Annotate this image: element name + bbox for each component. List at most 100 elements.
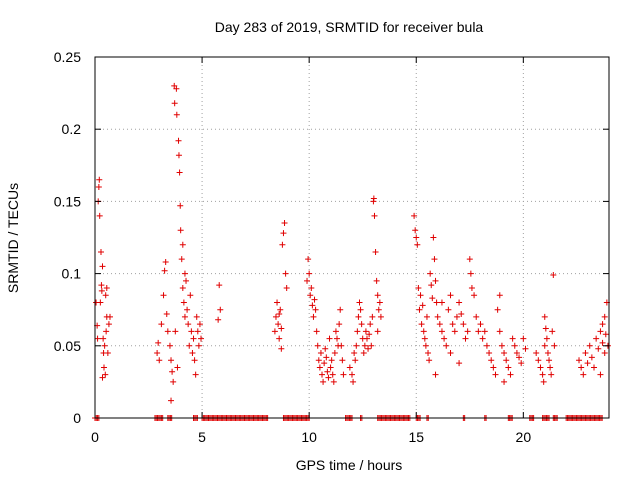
data-point	[505, 364, 512, 371]
data-point	[595, 345, 602, 352]
data-point	[180, 299, 187, 306]
data-point	[191, 357, 198, 364]
data-point	[217, 306, 224, 313]
data-point	[460, 321, 467, 328]
data-point	[215, 316, 222, 323]
data-point	[492, 371, 499, 378]
data-point	[522, 345, 529, 352]
data-point	[586, 342, 593, 349]
data-point	[193, 313, 200, 320]
data-point	[551, 342, 558, 349]
data-point	[431, 256, 438, 263]
data-point	[194, 328, 201, 335]
data-point	[371, 212, 378, 219]
data-point	[418, 321, 425, 328]
data-point	[173, 111, 180, 118]
data-point	[317, 350, 324, 357]
data-point	[189, 350, 196, 357]
data-point	[282, 270, 289, 277]
data-point	[304, 277, 311, 284]
data-point	[276, 335, 283, 342]
grid-lines	[95, 57, 609, 418]
data-point	[351, 350, 358, 357]
data-point	[307, 292, 314, 299]
data-point	[322, 345, 329, 352]
data-point	[181, 313, 188, 320]
data-point	[314, 342, 321, 349]
data-point	[175, 137, 182, 144]
y-tick-label: 0	[73, 410, 81, 426]
data-point	[433, 299, 440, 306]
data-point	[357, 306, 364, 313]
data-point	[421, 335, 428, 342]
data-point	[443, 342, 450, 349]
data-point	[184, 306, 191, 313]
data-point	[490, 364, 497, 371]
data-point	[331, 350, 338, 357]
data-point	[332, 328, 339, 335]
data-point	[599, 339, 606, 346]
data-point	[365, 345, 372, 352]
data-point	[337, 306, 344, 313]
data-point	[172, 328, 179, 335]
data-point	[542, 325, 549, 332]
data-point	[438, 328, 445, 335]
data-point	[178, 256, 185, 263]
data-point	[475, 328, 482, 335]
data-point	[192, 371, 199, 378]
data-point	[547, 364, 554, 371]
data-point	[279, 241, 286, 248]
data-point	[170, 378, 177, 385]
y-tick-label: 0.2	[62, 121, 82, 137]
data-point	[374, 328, 381, 335]
data-point	[106, 313, 113, 320]
axis-ticks	[94, 56, 609, 419]
data-point	[544, 350, 551, 357]
data-point	[324, 368, 331, 375]
data-point	[430, 234, 437, 241]
data-point	[441, 335, 448, 342]
data-point	[375, 306, 382, 313]
data-point	[366, 331, 373, 338]
data-point	[445, 306, 452, 313]
data-point	[187, 292, 194, 299]
data-point	[274, 299, 281, 306]
data-point	[190, 335, 197, 342]
data-point	[496, 328, 503, 335]
data-point	[453, 313, 460, 320]
data-marks	[92, 82, 611, 421]
data-point	[576, 357, 583, 364]
data-point	[100, 335, 107, 342]
data-point	[173, 85, 180, 92]
data-point	[413, 234, 420, 241]
data-point	[179, 241, 186, 248]
data-point	[479, 335, 486, 342]
data-point	[494, 306, 501, 313]
data-point	[481, 328, 488, 335]
data-point	[275, 321, 282, 328]
data-point	[280, 230, 287, 237]
data-point	[326, 335, 333, 342]
axis-tick-labels: 0 0.05 0.1 0.15 0.2 0.25 0 5 10 15 20	[54, 49, 532, 445]
data-point	[99, 263, 106, 270]
data-point	[325, 374, 332, 381]
data-point	[271, 328, 278, 335]
data-point	[176, 169, 183, 176]
data-point	[376, 299, 383, 306]
data-point	[94, 335, 101, 342]
data-point	[548, 371, 555, 378]
data-point	[328, 357, 335, 364]
y-tick-label: 0.05	[54, 338, 81, 354]
data-point	[429, 295, 436, 302]
data-point	[181, 270, 188, 277]
data-point	[313, 328, 320, 335]
data-point	[428, 282, 435, 289]
data-point	[160, 292, 167, 299]
x-tick-label: 15	[408, 429, 424, 445]
data-point	[467, 270, 474, 277]
data-point	[458, 311, 465, 318]
data-point	[319, 371, 326, 378]
data-point	[486, 350, 493, 357]
data-point	[578, 364, 585, 371]
data-point	[427, 270, 434, 277]
